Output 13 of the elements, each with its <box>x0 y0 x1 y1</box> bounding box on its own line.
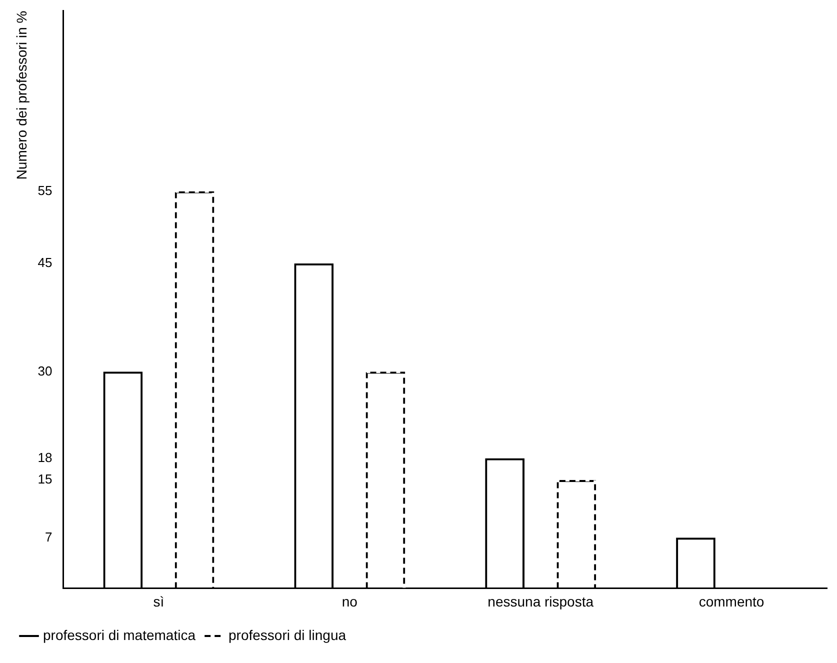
x-tick-label: nessuna risposta <box>488 593 594 610</box>
y-tick-label: 18 <box>38 450 52 465</box>
legend-label: professori di lingua <box>228 626 346 643</box>
y-tick-label: 7 <box>45 529 52 544</box>
x-tick-label: sì <box>153 593 164 610</box>
legend-label: professori di matematica <box>43 626 196 643</box>
y-tick-label: 30 <box>38 363 52 378</box>
y-tick-label: 15 <box>38 472 52 487</box>
y-axis-title: Numero dei professori in % <box>13 10 30 180</box>
x-tick-label: commento <box>698 593 764 610</box>
y-tick-label: 55 <box>38 182 52 198</box>
x-tick-label: no <box>342 593 358 610</box>
y-tick-label: 45 <box>38 254 52 270</box>
